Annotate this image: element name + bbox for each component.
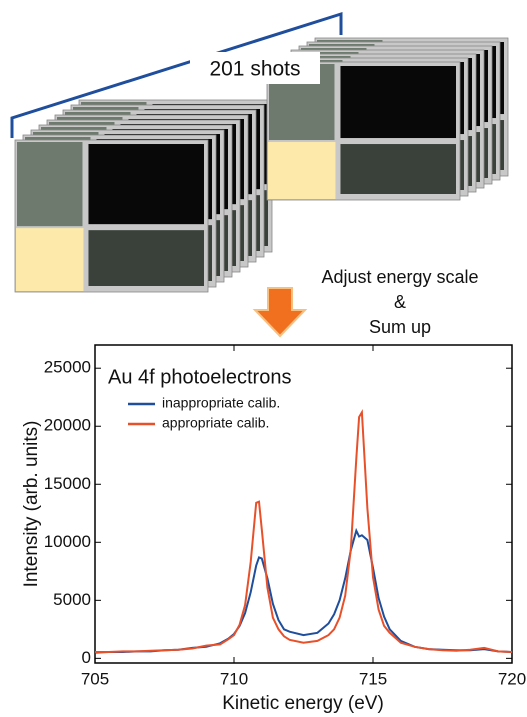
plot-frame	[95, 345, 512, 663]
step-text: Sum up	[369, 317, 431, 337]
x-tick-label: 710	[220, 669, 248, 688]
y-tick-label: 15000	[44, 474, 91, 493]
chart-title: Au 4f photoelectrons	[108, 366, 291, 388]
y-tick-label: 25000	[44, 358, 91, 377]
x-tick-label: 715	[359, 669, 387, 688]
y-tick-label: 10000	[44, 532, 91, 551]
screenshot	[15, 140, 208, 292]
legend-label: appropriate calib.	[162, 415, 269, 431]
screenshot-box	[16, 228, 83, 291]
figure: 201 shots Adjust energy scale & Sum up A…	[0, 0, 527, 717]
series-line	[95, 412, 512, 652]
shots-label: 201 shots	[209, 58, 300, 81]
y-tick-label: 20000	[44, 416, 91, 435]
screenshot-plot	[88, 144, 204, 224]
y-tick-label: 5000	[53, 590, 91, 609]
legend-label: inappropriate calib.	[162, 395, 280, 411]
down-arrow	[255, 288, 305, 336]
y-tick-label: 0	[82, 648, 91, 667]
screenshot-plot	[88, 230, 204, 286]
series-line	[95, 531, 512, 653]
screenshot-plot	[17, 142, 82, 226]
screenshot-plot	[340, 66, 456, 138]
step-text: &	[394, 292, 406, 312]
screenshot-plot	[340, 144, 456, 194]
step-text: Adjust energy scale	[321, 267, 478, 287]
y-axis-title: Intensity (arb. units)	[21, 421, 42, 588]
x-tick-label: 705	[81, 669, 109, 688]
x-axis-title: Kinetic energy (eV)	[222, 693, 384, 714]
x-tick-label: 720	[498, 669, 526, 688]
screenshot-box	[268, 142, 335, 199]
